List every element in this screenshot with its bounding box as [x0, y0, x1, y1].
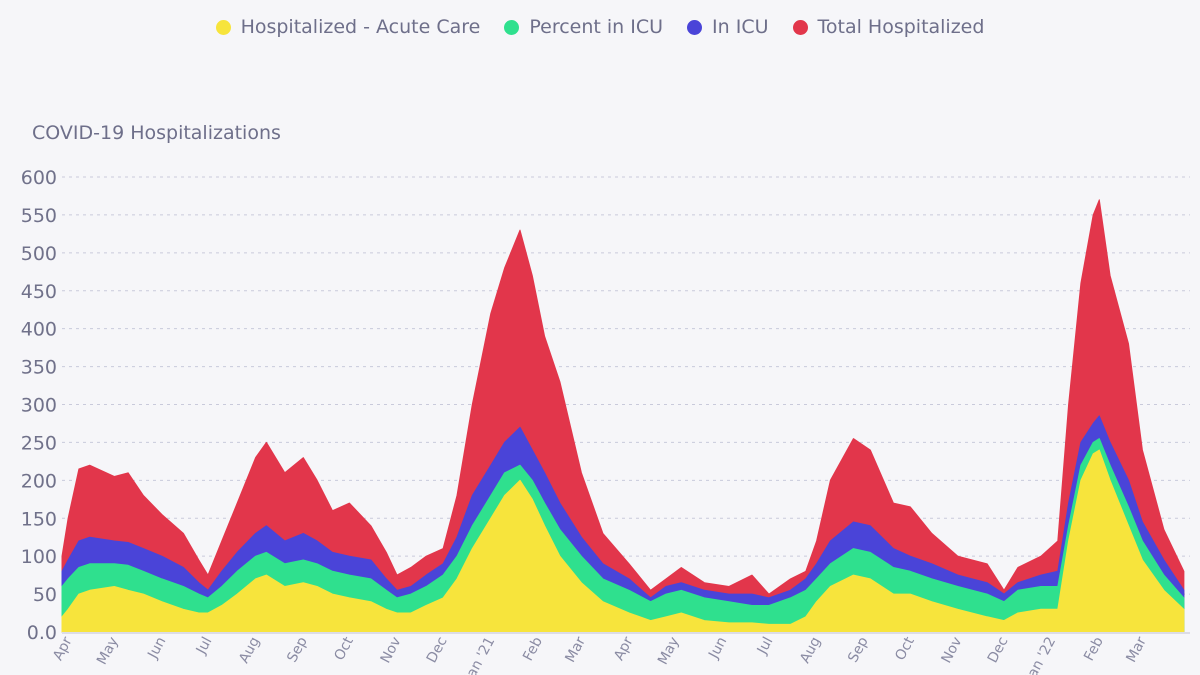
legend-item-acute-care[interactable]: Hospitalized - Acute Care — [215, 16, 481, 38]
x-tick-label: Jun — [705, 634, 730, 662]
x-tick-label: Apr — [611, 634, 637, 663]
legend-item-total-hospitalized[interactable]: Total Hospitalized — [792, 16, 985, 38]
legend-dot-icon — [792, 19, 808, 35]
y-tick-label: 600 — [21, 167, 57, 189]
x-tick-label: Jul — [754, 634, 777, 657]
x-tick-label: Nov — [378, 634, 405, 666]
x-tick-label: Dec — [985, 634, 1012, 665]
y-tick-label: 0.0 — [27, 622, 57, 644]
x-tick-label: Dec — [424, 634, 451, 665]
x-tick-label: Jul — [193, 634, 216, 657]
legend-label: Percent in ICU — [529, 16, 664, 38]
legend-item-in-icu[interactable]: In ICU — [687, 16, 769, 38]
y-tick-label: 250 — [21, 432, 57, 454]
area-percent-in-icu — [61, 438, 1185, 633]
x-tick-label: Feb — [1081, 634, 1107, 663]
y-tick-label: 150 — [21, 508, 57, 530]
x-tick-label: May — [655, 634, 683, 667]
y-tick-label: 550 — [21, 205, 57, 227]
legend-dot-icon — [687, 19, 703, 35]
legend-label: Hospitalized - Acute Care — [240, 16, 481, 38]
x-tick-label: Aug — [797, 634, 824, 666]
legend-label: In ICU — [712, 16, 769, 38]
y-tick-label: 500 — [21, 243, 57, 265]
x-tick-label: Jan '22 — [1022, 634, 1059, 675]
chart-legend: Hospitalized - Acute Care Percent in ICU… — [0, 16, 1200, 38]
x-tick-label: Mar — [562, 634, 589, 665]
x-tick-label: May — [94, 634, 122, 667]
x-tick-label: Mar — [1123, 634, 1150, 665]
y-tick-label: 100 — [21, 546, 57, 568]
x-tick-label: Jun — [145, 634, 170, 662]
x-tick-label: Sep — [845, 634, 872, 665]
y-tick-label: 400 — [21, 319, 57, 341]
x-tick-label: Nov — [939, 634, 966, 666]
chart-title: COVID-19 Hospitalizations — [32, 122, 281, 144]
legend-dot-icon — [504, 19, 520, 35]
y-tick-label: 350 — [21, 357, 57, 379]
x-tick-label: Feb — [520, 634, 546, 663]
x-tick-label: Jan '21 — [461, 634, 498, 675]
x-tick-label: Oct — [892, 634, 918, 663]
area-total-hospitalized — [61, 199, 1185, 633]
x-tick-label: Sep — [284, 634, 311, 665]
y-tick-label: 450 — [21, 281, 57, 303]
x-tick-label: Aug — [236, 634, 263, 666]
legend-dot-icon — [215, 19, 231, 35]
y-tick-label: 200 — [21, 470, 57, 492]
area-hospitalized-acute-care — [61, 449, 1185, 633]
legend-label: Total Hospitalized — [817, 16, 985, 38]
y-tick-label: 50 — [33, 584, 57, 606]
x-tick-label: Oct — [331, 634, 357, 663]
y-tick-label: 300 — [21, 395, 57, 417]
legend-item-percent-icu[interactable]: Percent in ICU — [504, 16, 663, 38]
